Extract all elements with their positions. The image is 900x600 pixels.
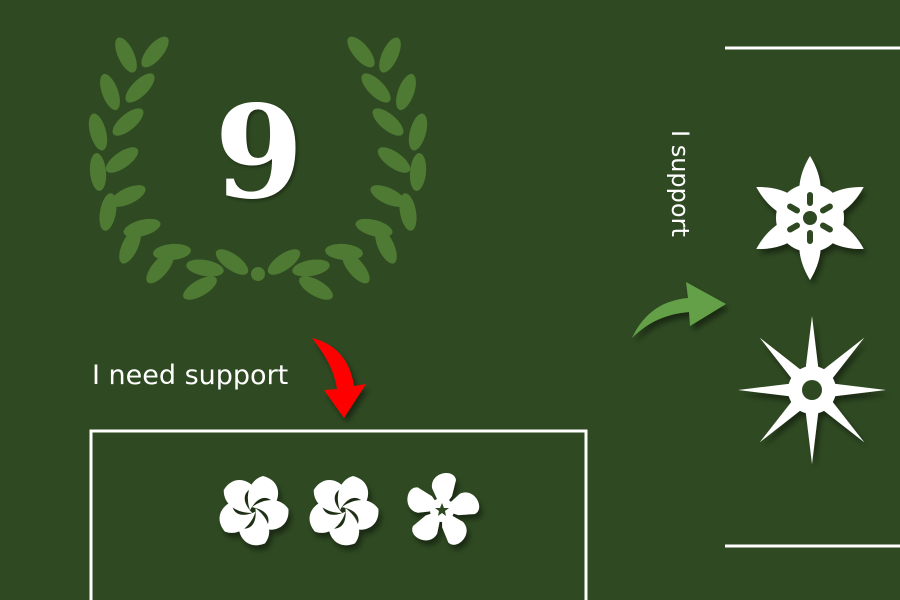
need-support-label: I need support [92, 360, 289, 391]
pinwheel-flower-icon [219, 476, 289, 546]
eight-point-star-flower-icon [738, 316, 886, 464]
badge-number: 9 [214, 78, 304, 228]
pinwheel-flower-icon [309, 476, 379, 546]
wreath-center-berry [251, 267, 265, 281]
five-petal-flower-icon [407, 473, 480, 545]
support-label: I support [666, 130, 694, 237]
curved-arrow-right-icon [632, 282, 726, 338]
laurel-wreath-icon [85, 32, 431, 305]
six-petal-flower-icon [756, 156, 864, 280]
need-support-box [89, 429, 588, 600]
curved-arrow-down-icon [312, 338, 366, 418]
